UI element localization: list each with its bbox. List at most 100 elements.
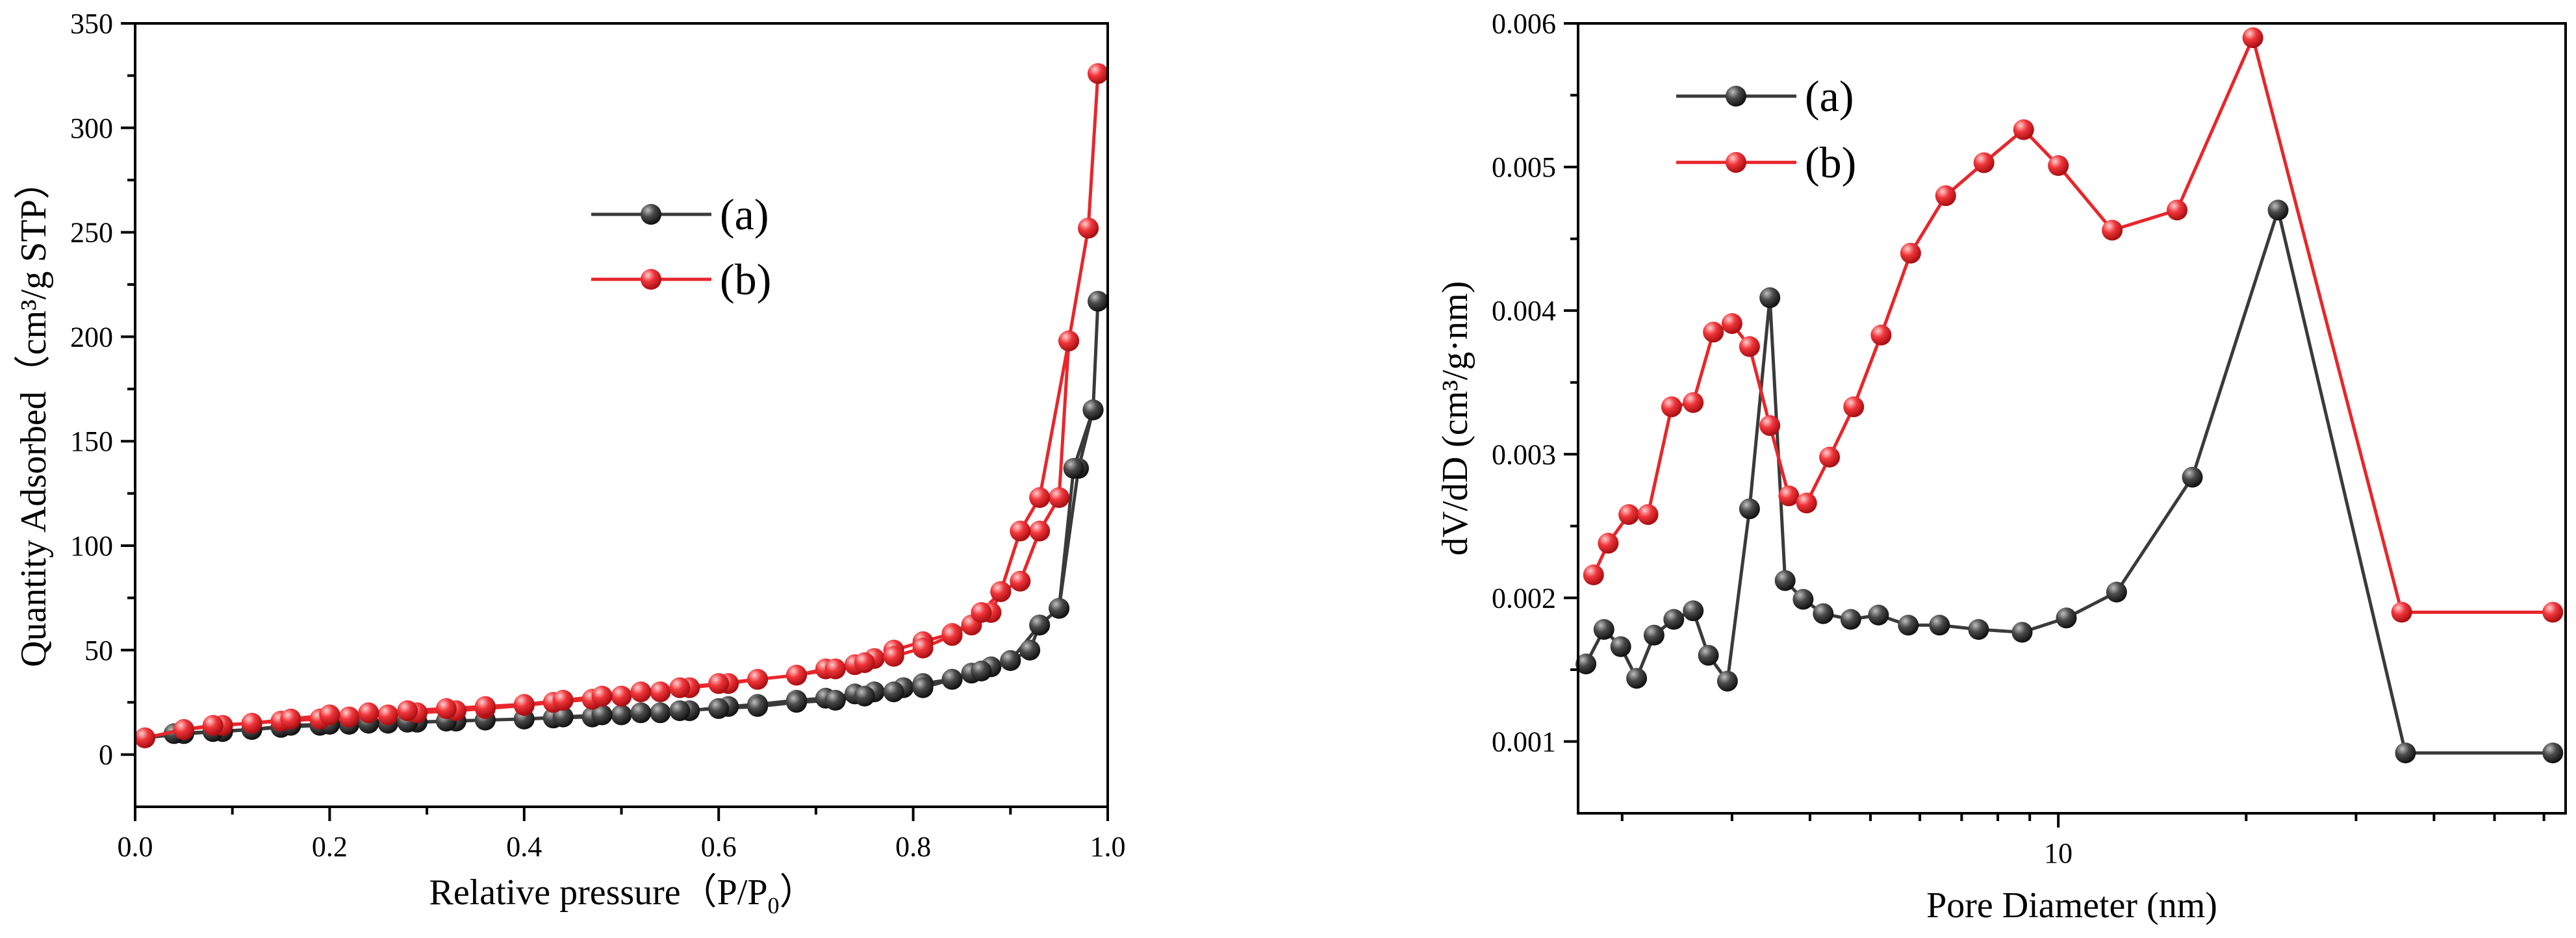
isotherm-point-b <box>397 700 418 722</box>
isotherm-point-b <box>436 698 457 719</box>
isotherm-point-a <box>1049 598 1070 619</box>
isotherm-point-b <box>669 677 691 698</box>
isotherm-point-b <box>377 704 399 726</box>
pore-size-point-b <box>1683 392 1704 413</box>
pore-size-point-b <box>1819 446 1841 468</box>
isotherm-point-b <box>990 581 1012 602</box>
pore-size-point-b <box>1721 313 1742 335</box>
pore-size-point-b <box>1703 322 1724 343</box>
pore-size-legend: (a) (b) <box>1676 71 1856 187</box>
pore-size-point-b <box>1796 492 1817 514</box>
isotherm-point-b <box>650 681 671 703</box>
isotherm-point-a <box>1088 290 1108 312</box>
isotherm-point-a <box>611 704 632 726</box>
isotherm-point-b <box>134 727 155 748</box>
pore-size-point-a <box>2011 622 2033 643</box>
isotherm-point-a <box>1063 458 1084 479</box>
isotherm-point-b <box>1010 570 1031 592</box>
isotherm-chart: 0.0 0.2 0.4 0.6 0.8 1.0050100150200250300350 … <box>14 8 1126 919</box>
pore-size-point-b <box>2102 220 2123 241</box>
pore-size-point-a <box>1575 653 1597 675</box>
pore-size-point-a <box>1774 570 1796 591</box>
pore-size-point-a <box>2182 466 2203 488</box>
pore-size-point-b <box>2167 199 2187 221</box>
isotherm-point-a <box>824 690 846 711</box>
isotherm-y-tick-label: 250 <box>70 217 113 249</box>
isotherm-point-a <box>854 685 875 707</box>
isotherm-point-b <box>552 690 574 711</box>
isotherm-point-a <box>630 702 652 724</box>
isotherm-point-b <box>280 708 301 729</box>
isotherm-x-tick-label: 0.8 <box>895 831 931 863</box>
isotherm-series-layer <box>134 63 1108 748</box>
isotherm-point-b <box>786 665 807 686</box>
pore-size-x-tick-label: 10 <box>2044 837 2072 869</box>
isotherm-y-tick-label: 300 <box>70 112 113 144</box>
isotherm-y-tick-label: 100 <box>70 530 113 562</box>
isotherm-point-a <box>1000 650 1021 671</box>
isotherm-legend: (a) (b) <box>591 190 771 304</box>
isotherm-x-axis-title: Relative pressure（P/P0） <box>429 872 815 919</box>
isotherm-point-b <box>513 694 535 715</box>
isotherm-y-tick-label: 350 <box>70 8 113 40</box>
pore-size-point-b <box>1973 152 1995 173</box>
pore-size-point-a <box>1968 619 1989 640</box>
isotherm-point-a <box>1082 399 1104 420</box>
pore-size-point-b <box>1661 396 1682 418</box>
isotherm-point-b <box>1029 487 1051 508</box>
isotherm-x-tick-label: 0.4 <box>506 831 542 863</box>
pore-size-point-a <box>1593 619 1614 640</box>
pore-size-legend-label-a: (a) <box>1805 71 1854 121</box>
pore-size-point-b <box>1778 485 1800 507</box>
pore-size-point-a <box>1759 287 1781 309</box>
isotherm-point-a <box>1019 639 1041 661</box>
pore-size-point-a <box>1840 609 1861 630</box>
isotherm-point-b <box>1029 520 1051 542</box>
isotherm-point-a <box>552 706 574 728</box>
pore-size-point-a <box>2106 581 2127 603</box>
pore-size-ticks: 10 0.001 0.002 0.003 0.004 0.005 0.006 <box>1492 8 2545 869</box>
isotherm-point-a <box>1029 615 1051 636</box>
isotherm-point-a <box>971 661 992 681</box>
pore-size-y-axis-title: dV/dD (cm³/g·nm) <box>1435 281 1475 556</box>
pore-size-point-a <box>1813 603 1834 624</box>
isotherm-point-b <box>824 658 846 679</box>
isotherm-point-b <box>854 652 875 674</box>
isotherm-point-b <box>358 702 379 724</box>
isotherm-point-b <box>338 706 360 728</box>
isotherm-legend-label-b: (b) <box>720 255 771 304</box>
isotherm-point-b <box>971 602 992 623</box>
pore-size-point-a <box>1929 615 1950 636</box>
isotherm-x-tick-label: 0.6 <box>701 831 737 863</box>
pore-size-legend-marker-a <box>1726 86 1746 107</box>
isotherm-point-b <box>591 685 613 707</box>
pore-size-chart: 10 0.001 0.002 0.003 0.004 0.005 0.006 dV/dD (… <box>1435 8 2567 926</box>
isotherm-point-b <box>912 637 934 659</box>
isotherm-point-a <box>708 698 730 719</box>
isotherm-point-b <box>319 704 340 726</box>
pore-size-point-b <box>1583 564 1604 585</box>
isotherm-point-b <box>474 696 496 717</box>
isotherm-legend-marker-a <box>641 204 661 225</box>
isotherm-point-a <box>786 692 807 713</box>
pore-size-point-a <box>1626 668 1648 689</box>
pore-size-point-a <box>2395 742 2416 764</box>
pore-size-point-a <box>1792 589 1814 610</box>
pore-size-point-b <box>1739 336 1760 357</box>
isotherm-point-b <box>941 625 963 646</box>
pore-size-plot-frame <box>1577 22 2567 815</box>
isotherm-ticks: 0.0 0.2 0.4 0.6 0.8 1.0 0 50 100 150 200 250 300 350 <box>70 8 1126 863</box>
isotherm-y-tick-label: 50 <box>84 635 113 666</box>
isotherm-y-tick-label: 150 <box>70 425 113 457</box>
pore-size-point-b <box>1900 242 1921 264</box>
pore-size-y-tick-label: 0.005 <box>1492 151 1556 183</box>
isotherm-point-b <box>1088 63 1108 84</box>
pore-size-point-a <box>1698 644 1719 666</box>
isotherm-point-b <box>747 668 769 690</box>
isotherm-x-tick-label: 0.2 <box>312 831 348 863</box>
pore-size-point-a <box>1716 670 1738 692</box>
pore-size-point-b <box>2391 602 2412 623</box>
pore-size-point-a <box>1610 636 1631 657</box>
pore-size-y-tick-label: 0.006 <box>1492 8 1556 40</box>
